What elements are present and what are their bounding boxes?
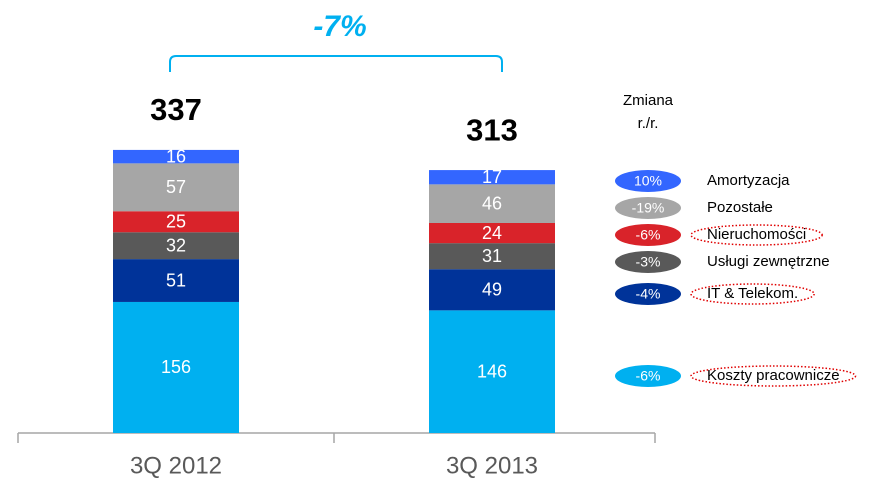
- bar-segment: [113, 163, 239, 212]
- bar-segment: [429, 310, 555, 433]
- change-badge: [615, 170, 681, 192]
- bar-segment: [113, 301, 239, 433]
- legend-title: r./r.: [638, 115, 659, 132]
- segment-label: 25: [166, 211, 186, 231]
- legend-label: IT & Telekom.: [707, 285, 798, 302]
- segment-label: 16: [166, 146, 186, 166]
- x-tick-label: 3Q 2012: [130, 452, 222, 479]
- legend-label: Usługi zewnętrzne: [707, 253, 830, 270]
- total-label: 337: [150, 92, 202, 127]
- change-label: 10%: [634, 173, 662, 189]
- change-badge: [615, 283, 681, 305]
- x-tick-label: 3Q 2013: [446, 452, 538, 479]
- segment-label: 156: [161, 357, 191, 377]
- legend-label: Amortyzacja: [707, 172, 790, 189]
- segment-label: 49: [482, 280, 502, 300]
- change-badge: [615, 197, 681, 219]
- legend-label: Nieruchomości: [707, 226, 806, 243]
- bar-segment: [429, 243, 555, 270]
- bar-segment: [429, 170, 555, 185]
- change-badge: [615, 224, 681, 246]
- segment-label: 51: [166, 270, 186, 290]
- change-label: -3%: [636, 254, 661, 270]
- change-label: -6%: [636, 368, 661, 384]
- segment-label: 57: [166, 177, 186, 197]
- legend-title: Zmiana: [623, 92, 674, 109]
- total-label: 313: [466, 112, 518, 147]
- segment-label: 24: [482, 223, 502, 243]
- bar-segment: [429, 184, 555, 223]
- bar-segment: [113, 211, 239, 233]
- bar-segment: [113, 149, 239, 164]
- change-label: -19%: [632, 200, 665, 216]
- highlight-ring: [690, 283, 815, 305]
- legend-label: Pozostałe: [707, 199, 773, 216]
- segment-label: 146: [477, 361, 507, 381]
- highlight-ring: [690, 365, 857, 387]
- bar-segment: [429, 269, 555, 311]
- change-badge: [615, 251, 681, 273]
- change-label: -4%: [636, 286, 661, 302]
- segment-label: 31: [482, 246, 502, 266]
- bracket: [169, 55, 503, 72]
- segment-label: 32: [166, 235, 186, 255]
- bar-segment: [113, 259, 239, 302]
- change-label: -6%: [636, 227, 661, 243]
- bar-segment: [113, 232, 239, 260]
- legend-label: Koszty pracownicze: [707, 367, 840, 384]
- segment-label: 46: [482, 193, 502, 213]
- segment-label: 17: [482, 167, 502, 187]
- change-annotation: -7%: [313, 10, 366, 43]
- change-badge: [615, 365, 681, 387]
- highlight-ring: [690, 224, 823, 246]
- bar-segment: [429, 223, 555, 244]
